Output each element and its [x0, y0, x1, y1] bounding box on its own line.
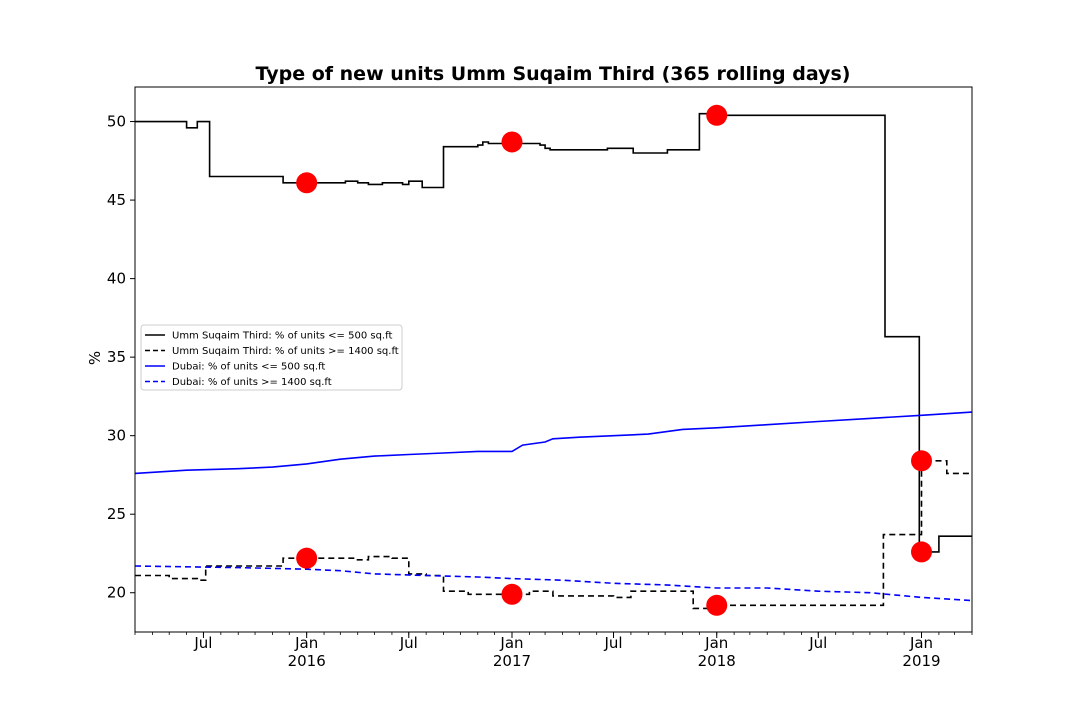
x-tick-label: Jan [704, 634, 728, 652]
y-tick-label: 40 [107, 270, 126, 288]
legend-label: Umm Suqaim Third: % of units <= 500 sq.f… [172, 331, 392, 342]
highlight-marker [706, 594, 728, 616]
legend-label: Umm Suqaim Third: % of units >= 1400 sq.… [172, 346, 399, 357]
legend: Umm Suqaim Third: % of units <= 500 sq.f… [140, 324, 403, 391]
highlight-marker [296, 172, 318, 194]
y-axis: 20 25 30 35 40 45 50 [107, 113, 135, 602]
x-tick-year-label: 2018 [698, 652, 736, 670]
x-tick-label: Jan [294, 634, 318, 652]
highlight-marker [501, 583, 523, 605]
y-tick-label: 50 [107, 113, 126, 131]
x-tick-label: Jul [399, 634, 418, 652]
highlight-marker [501, 131, 523, 153]
y-tick-label: 35 [107, 348, 126, 366]
x-tick-year-label: 2017 [493, 652, 531, 670]
plot-markers [296, 104, 933, 616]
series-line-4 [134, 565, 973, 602]
x-tick-label: Jan [499, 634, 523, 652]
y-tick-label: 45 [107, 191, 126, 209]
series-line-2 [135, 460, 972, 610]
y-axis-label: % [86, 351, 104, 365]
legend-label: Dubai: % of units >= 1400 sq.ft [172, 377, 332, 388]
x-tick-year-label: 2019 [902, 652, 940, 670]
x-tick-label: Jul [193, 634, 212, 652]
highlight-marker [706, 104, 728, 126]
x-tick-label: Jan [909, 634, 933, 652]
y-tick-label: 30 [107, 427, 126, 445]
x-tick-label: Jul [808, 634, 827, 652]
x-tick-year-label: 2016 [288, 652, 326, 670]
y-tick-label: 20 [107, 584, 126, 602]
highlight-marker [296, 547, 318, 569]
series-line-1 [135, 112, 972, 553]
series-line-3 [134, 411, 973, 475]
chart-title: Type of new units Umm Suqaim Third (365 … [256, 63, 851, 85]
plot-lines [134, 112, 973, 610]
plot-frame [134, 86, 973, 633]
y-tick-label: 25 [107, 505, 126, 523]
highlight-marker [911, 541, 933, 563]
legend-box [140, 324, 403, 391]
legend-label: Dubai: % of units <= 500 sq.ft [172, 362, 325, 373]
x-tick-label: Jul [603, 634, 622, 652]
highlight-marker [911, 450, 933, 472]
